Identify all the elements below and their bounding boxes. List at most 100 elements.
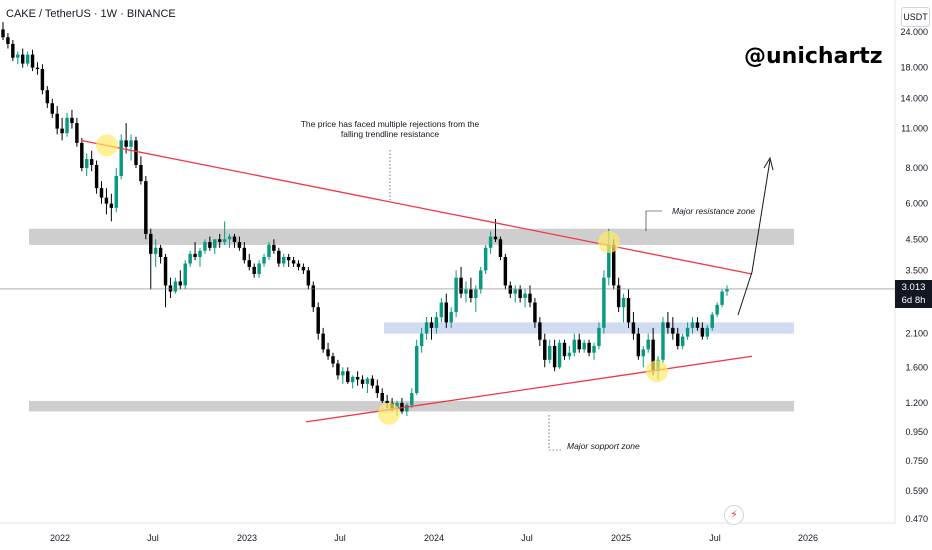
candle-body — [439, 302, 444, 318]
y-tick-label: 0.750 — [905, 456, 928, 466]
candle-body — [375, 385, 380, 394]
candle-body — [16, 54, 20, 58]
support-leader — [548, 415, 562, 451]
candle-body — [488, 236, 493, 248]
x-tick-label: Jul — [709, 533, 721, 543]
touch-highlight — [96, 134, 118, 157]
candle-body — [149, 233, 153, 254]
y-tick-label: 2.100 — [905, 329, 928, 339]
candle-body — [543, 339, 547, 360]
candle-body — [700, 327, 705, 337]
candle-body — [291, 260, 296, 264]
candle-body — [296, 263, 301, 267]
candle-body — [725, 289, 729, 292]
candle-body — [242, 247, 247, 261]
candle-body — [222, 239, 227, 243]
y-tick-label: 11.000 — [901, 124, 928, 134]
support-zone-note: Major sopport zone — [567, 441, 640, 451]
price-countdown: 6d 8h — [901, 295, 926, 306]
y-tick-label: 3.500 — [905, 265, 928, 275]
projection-arrow — [737, 159, 771, 316]
candle-body — [567, 352, 572, 357]
last-price-value: 3.013 — [901, 282, 926, 293]
candle-body — [651, 339, 655, 372]
candle-body — [493, 236, 498, 240]
candle-body — [25, 54, 30, 64]
candle-body — [40, 69, 45, 91]
candle-body — [109, 203, 114, 208]
touch-highlight — [646, 360, 668, 383]
candle-body — [134, 140, 138, 165]
candle-body — [661, 322, 665, 360]
candle-body — [89, 159, 94, 165]
candle-body — [483, 247, 488, 271]
candle-body — [533, 302, 537, 323]
candle-body — [65, 117, 69, 134]
candle-body — [70, 117, 74, 124]
candle-body — [626, 298, 631, 323]
candle-body — [547, 346, 552, 360]
candle-body — [267, 244, 271, 257]
trendline — [81, 139, 753, 275]
candle-body — [385, 400, 389, 403]
candle-body — [676, 333, 680, 347]
y-tick-label: 1.200 — [905, 398, 928, 408]
candle-body — [370, 378, 375, 386]
candle-body — [124, 140, 128, 147]
touch-highlight — [378, 402, 400, 425]
candle-body — [528, 293, 532, 303]
candle-body — [6, 37, 10, 44]
candle-body — [1, 29, 5, 38]
candle-body — [208, 242, 212, 248]
candle-body — [85, 159, 89, 169]
candle-body — [680, 336, 685, 347]
x-tick-label: 2023 — [237, 533, 257, 543]
x-tick-label: Jul — [521, 533, 533, 543]
candle-body — [119, 140, 123, 177]
candle-body — [557, 342, 562, 368]
candle-body — [469, 289, 473, 299]
candle-body — [621, 298, 626, 308]
symbol-title[interactable]: CAKE / TetherUS · 1W · BINANCE — [6, 8, 176, 20]
y-tick-label: 0.950 — [905, 427, 928, 437]
candle-body — [35, 67, 40, 70]
candle-body — [139, 164, 143, 182]
candle-body — [257, 263, 261, 274]
candle-body — [587, 342, 591, 353]
candle-body — [434, 317, 439, 328]
candle-body — [277, 250, 281, 264]
x-tick-label: Jul — [334, 533, 346, 543]
candle-body — [479, 270, 483, 290]
candle-body — [380, 393, 384, 401]
candle-body — [671, 327, 675, 334]
x-tick-label: Jul — [147, 533, 159, 543]
candle-body — [705, 327, 710, 337]
candle-body — [690, 322, 695, 328]
y-tick-label: 0.470 — [905, 514, 928, 524]
y-tick-label: 6.000 — [905, 199, 928, 209]
candle-body — [60, 128, 64, 134]
alert-icon[interactable]: ⚡ — [724, 505, 744, 525]
candle-body — [395, 402, 399, 409]
candle-body — [518, 289, 522, 299]
candle-body — [365, 378, 370, 384]
candle-body — [646, 339, 650, 350]
candle-body — [104, 197, 109, 204]
resistance-leader — [645, 210, 662, 231]
candle-body — [360, 379, 365, 384]
candle-body — [301, 266, 306, 271]
trendline — [305, 355, 753, 423]
candle-body — [602, 277, 606, 328]
currency-badge[interactable]: USDT — [901, 7, 930, 27]
candle-body — [94, 164, 99, 189]
x-tick-label: 2026 — [798, 533, 818, 543]
zones-layer — [29, 228, 794, 412]
watermark-text: @unichartz — [744, 44, 883, 69]
candle-body — [444, 302, 448, 323]
candle-body — [459, 277, 463, 294]
candle-body — [631, 322, 636, 334]
candle-body — [424, 322, 429, 334]
candle-body — [286, 256, 291, 261]
